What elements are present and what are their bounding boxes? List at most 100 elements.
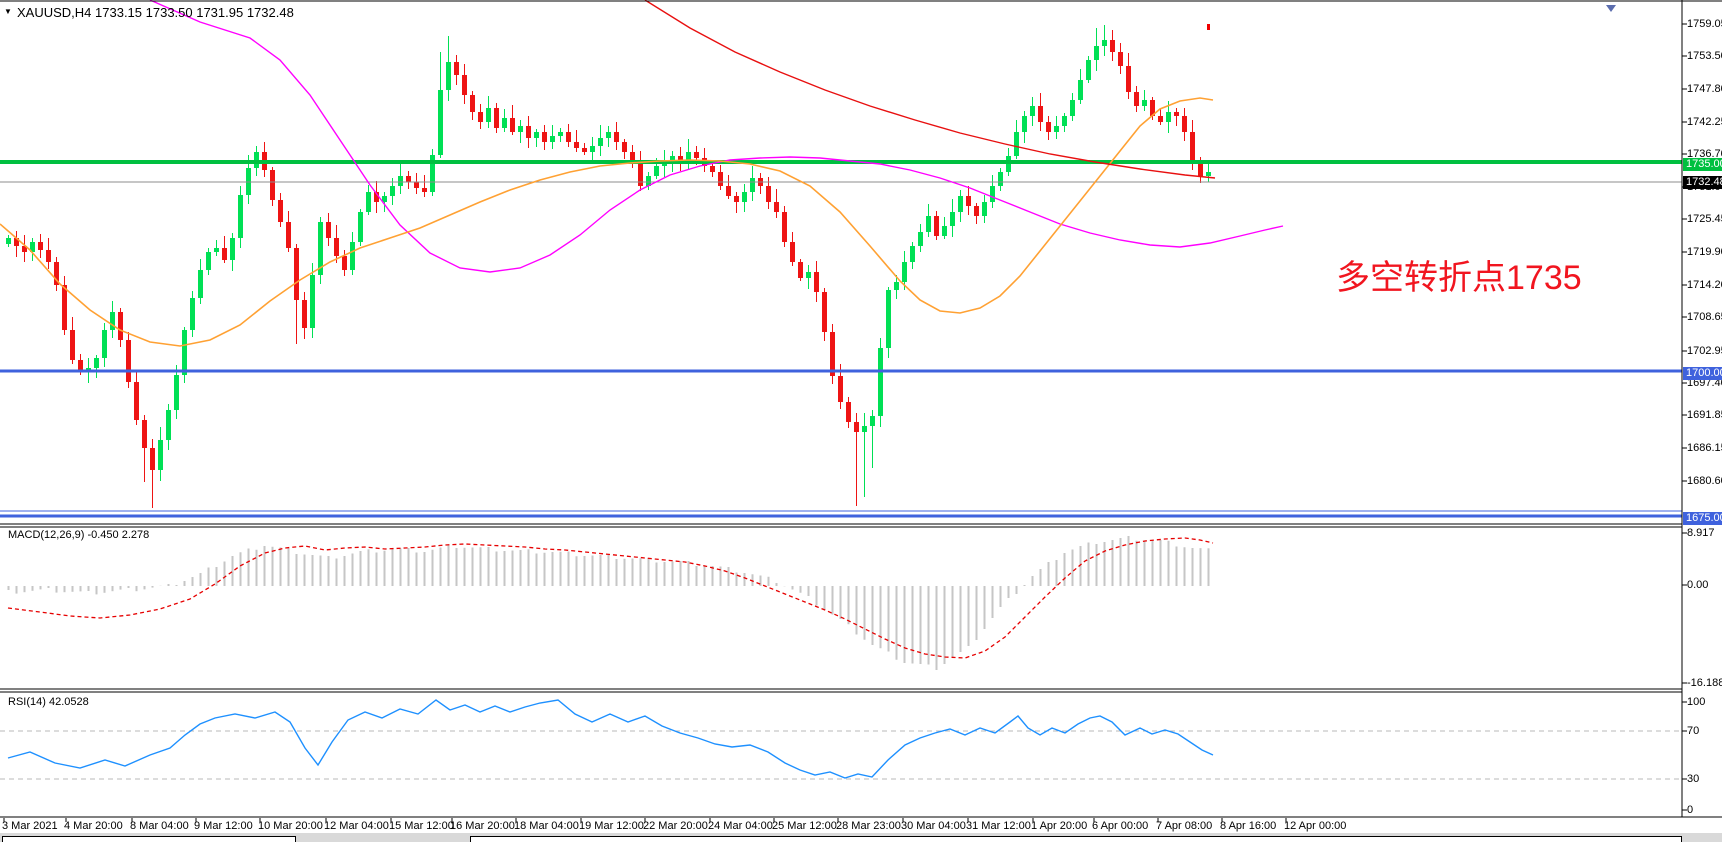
candle [1166,112,1171,122]
candle [326,222,331,238]
candle [902,262,907,282]
background-window-edge-right[interactable] [470,836,1682,842]
time-tick-label: 30 Mar 04:00 [901,820,966,832]
scale-tick-label: 1702.95 [1687,345,1722,357]
time-tick-label: 12 Mar 04:00 [324,820,389,832]
candle [398,176,403,186]
chart-shift-marker-icon[interactable] [1606,5,1616,12]
time-tick-label: 28 Mar 23:00 [836,820,901,832]
candle [470,95,475,112]
candle [462,75,467,95]
candle [518,126,523,132]
annotation-text[interactable]: 多空转折点1735 [1336,259,1582,297]
chart-title-ohlc: XAUUSD,H4 1733.15 1733.50 1731.95 1732.4… [17,5,294,20]
candle [798,262,803,278]
macd-signal-line [7,537,1214,659]
time-tick-label: 22 Mar 20:00 [643,820,708,832]
time-tick-label: 19 Mar 12:00 [579,820,644,832]
candle [278,200,283,222]
candle [150,448,155,470]
candle [486,108,491,122]
candle [582,148,587,152]
candle [294,248,299,300]
candle [374,192,379,202]
candle [502,118,507,128]
scale-tick-label: 1680.60 [1687,475,1722,487]
candle [142,420,147,448]
time-tick-label: 8 Mar 04:00 [130,820,189,832]
time-tick-label: 3 Mar 2021 [2,820,58,832]
candle [742,192,747,202]
time-tick-label: 25 Mar 12:00 [772,820,837,832]
candle [446,62,451,90]
scale-tick-label: 1759.05 [1687,18,1722,30]
scale-tick-label: 1686.15 [1687,442,1722,454]
candle [414,182,419,188]
candle [286,222,291,248]
candle [70,330,75,360]
candle [110,312,115,330]
collapse-arrow-icon[interactable]: ▼ [4,7,12,16]
rsi-line [7,699,1214,779]
candle [718,172,723,186]
candle [926,216,931,232]
candle [78,360,83,372]
time-tick-label: 10 Mar 20:00 [258,820,323,832]
candle [726,186,731,196]
candle [638,162,643,186]
candle [670,156,675,162]
candle [1086,60,1091,80]
candle [510,118,515,132]
scale-tick-label: 1742.25 [1687,116,1722,128]
candle [22,246,27,252]
time-tick-label: 4 Mar 20:00 [64,820,123,832]
candle [686,152,691,162]
scale-tick-label: 1725.45 [1687,213,1722,225]
candle [30,242,35,252]
candle [1014,132,1019,156]
scale-tick-label: 1714.20 [1687,279,1722,291]
candle [1046,122,1051,132]
candle [862,426,867,432]
candle [1022,116,1027,132]
candle [526,126,531,138]
scale-tick-label: 70 [1687,725,1700,737]
candle [694,152,699,158]
price-level-label: 1700.00 [1683,367,1722,380]
candle [222,248,227,260]
candle [1174,112,1179,116]
candle [830,332,835,376]
time-tick-label: 12 Apr 00:00 [1284,820,1347,832]
candle [430,155,435,192]
time-tick-label: 24 Mar 04:00 [708,820,773,832]
candle [406,176,411,182]
candle [174,375,179,410]
candle [894,282,899,290]
background-window-edge-left[interactable] [2,836,296,842]
candle [678,156,683,162]
candle [934,216,939,236]
candle [422,188,427,192]
candle [566,132,571,142]
candle [390,186,395,196]
candle [1110,40,1115,52]
candle [134,382,139,420]
candle [590,146,595,152]
candle [238,195,243,238]
candle [1118,52,1123,66]
ma-line-orange [0,97,1214,347]
candle [158,440,163,470]
candle [534,132,539,138]
candle [118,312,123,340]
time-tick-label: 16 Mar 20:00 [450,820,515,832]
candle [790,242,795,262]
candle [598,138,603,146]
rsi-indicator-label: RSI(14) 42.0528 [8,696,89,708]
price-level-label: 1735.00 [1683,158,1722,171]
candle [990,186,995,202]
time-tick-label: 9 Mar 12:00 [194,820,253,832]
candle [918,232,923,246]
candle [6,238,11,244]
